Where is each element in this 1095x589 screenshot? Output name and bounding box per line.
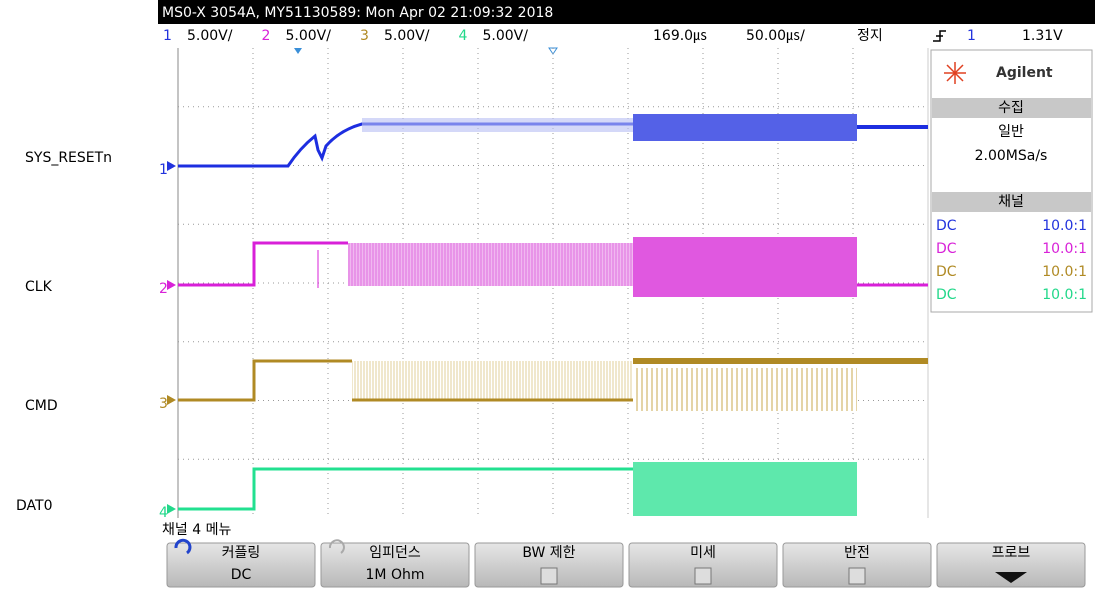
logo-spark (944, 62, 966, 84)
waveform-ch4 (178, 467, 857, 511)
softkey-button[interactable] (474, 542, 624, 588)
channel-number: 3 (360, 28, 369, 44)
burst-ch2 (348, 243, 633, 286)
signal-label: SYS_RESETn (25, 150, 112, 166)
softkey-icon (174, 538, 192, 555)
ground-arrow (167, 161, 176, 171)
waveforms (178, 114, 928, 516)
panel-frame (930, 49, 1093, 313)
section-bar (932, 192, 1091, 212)
channel-number: 4 (459, 28, 468, 44)
coupling: DC (936, 287, 957, 303)
burst-ch3 (352, 361, 633, 401)
softkey-label: 프로브 (992, 545, 1031, 561)
signal-label: DAT0 (16, 498, 52, 514)
softkey[interactable]: 반전 (782, 542, 932, 588)
signal-label: CMD (25, 398, 58, 414)
burst-ch1 (633, 114, 857, 141)
softkey-checkbox (694, 567, 712, 585)
channel-rows: DC 10.0:1 DC 10.0:1 DC 10.0:1 DC 10.0:1 (936, 218, 1087, 303)
run-state: 정지 (857, 28, 883, 44)
burst-ch4 (633, 462, 857, 516)
trigger-source: 1 (967, 28, 976, 44)
softkey[interactable]: 미세 (628, 542, 778, 588)
softkey-button[interactable] (628, 542, 778, 588)
coupling: DC (936, 218, 957, 234)
softkey-button[interactable] (166, 542, 316, 588)
signal-label: CLK (25, 279, 53, 295)
channel-number: 1 (163, 28, 172, 44)
softkey-value: 1M Ohm (366, 567, 425, 583)
title-bar (158, 0, 1095, 24)
softkey-checkbox (540, 567, 558, 585)
probe-ratio: 10.0:1 (1042, 264, 1087, 280)
softkey-arrow (995, 572, 1027, 583)
delay-marker (294, 48, 302, 54)
softkey-value: DC (231, 567, 252, 583)
softkey-label: 미세 (690, 545, 716, 561)
title: MS0-X 3054A, MY51130589: Mon Apr 02 21:0… (162, 5, 553, 21)
brand: Agilent (996, 65, 1053, 81)
softkey-button[interactable] (936, 542, 1086, 588)
ground-arrow (167, 395, 176, 405)
softkey-checkbox (848, 567, 866, 585)
section-title: 수집 (998, 100, 1024, 116)
burst-ch3 (633, 368, 857, 411)
coupling: DC (936, 264, 957, 280)
softkey-label: 임피던스 (369, 545, 421, 561)
ground-marker: 4 (159, 505, 168, 521)
ground-marker: 3 (159, 396, 168, 412)
softkey-button[interactable] (320, 542, 470, 588)
channel-scale: 5.00V/ (286, 28, 332, 44)
ground-arrow (167, 504, 176, 514)
timebase: 50.00㎲/ (746, 28, 805, 44)
delay: 169.0㎲ (653, 28, 707, 44)
section-title: 채널 (998, 194, 1024, 210)
softkey-icon (328, 539, 345, 554)
trigger-level: 1.31V (1022, 28, 1063, 44)
waveform-ch3 (178, 359, 352, 402)
softkey[interactable]: BW 제한 (474, 542, 624, 588)
channel-scale: 5.00V/ (483, 28, 529, 44)
channel-number: 2 (262, 28, 271, 44)
probe-ratio: 10.0:1 (1042, 218, 1087, 234)
sample-rate: 2.00MSa/s (975, 148, 1048, 164)
menu-title: 채널 4 메뉴 (162, 522, 231, 538)
softkey-label: 반전 (844, 545, 870, 561)
softkey-label: 커플링 (222, 545, 261, 561)
ground-marker: 2 (159, 281, 168, 297)
softkey-button[interactable] (782, 542, 932, 588)
channel-scale: 5.00V/ (384, 28, 430, 44)
softkey[interactable]: 임피던스 1M Ohm (320, 539, 470, 588)
noise-ch1 (362, 118, 633, 132)
status-bar: 169.0㎲ 50.00㎲/ 정지 1 1.31V 1 5.00V/2 5.00V/… (163, 28, 1063, 44)
softkeys: 커플링 DC 임피던스 1M Ohm BW 제한 미세 반전 프로브 (166, 538, 1086, 588)
ground-marker: 1 (159, 162, 168, 178)
softkey[interactable]: 프로브 (936, 542, 1086, 588)
waveform-ch2 (178, 241, 348, 287)
trigger-icon (933, 30, 946, 42)
channel-scale: 5.00V/ (187, 28, 233, 44)
side-panel: Agilent 수집 일반 2.00MSa/s 채널 DC 10.0:1 DC 10.… (930, 49, 1093, 313)
waveform-ch1 (178, 122, 633, 168)
section-bar (932, 98, 1091, 118)
ground-arrow (167, 280, 176, 290)
softkey[interactable]: 커플링 DC (166, 538, 316, 588)
probe-ratio: 10.0:1 (1042, 241, 1087, 257)
acq-mode: 일반 (998, 124, 1024, 140)
coupling: DC (936, 241, 957, 257)
softkey-label: BW 제한 (522, 545, 575, 561)
burst-ch2 (633, 237, 857, 297)
probe-ratio: 10.0:1 (1042, 287, 1087, 303)
